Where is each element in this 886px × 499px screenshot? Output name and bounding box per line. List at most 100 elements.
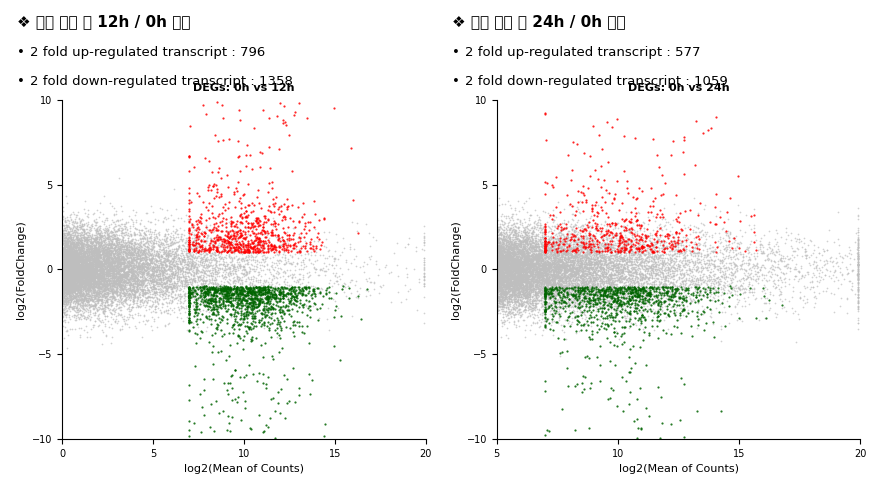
Point xyxy=(56,291,70,299)
Point xyxy=(508,290,522,298)
Point xyxy=(503,257,517,265)
Point xyxy=(86,265,100,273)
Point xyxy=(541,260,556,268)
Point xyxy=(273,305,287,313)
Point xyxy=(98,303,113,311)
Point xyxy=(523,256,537,264)
Point xyxy=(534,229,548,237)
Point xyxy=(539,282,553,290)
Point xyxy=(658,274,672,282)
Point xyxy=(92,256,106,264)
Point xyxy=(86,268,100,276)
Point xyxy=(113,222,127,230)
Point xyxy=(750,246,765,254)
Point xyxy=(516,238,530,246)
Point xyxy=(74,244,88,252)
Point xyxy=(59,240,74,248)
Point xyxy=(59,247,74,254)
Point xyxy=(82,259,96,267)
Point xyxy=(137,266,152,274)
Point xyxy=(64,210,78,218)
Point xyxy=(492,284,506,292)
Point xyxy=(89,227,103,235)
Point xyxy=(514,242,528,250)
Point xyxy=(507,266,521,274)
Point xyxy=(239,302,253,310)
Point xyxy=(214,283,228,291)
Point xyxy=(79,260,93,268)
Point xyxy=(594,310,608,318)
Point xyxy=(506,242,520,250)
Point xyxy=(574,272,588,280)
Point xyxy=(190,275,205,283)
Point xyxy=(129,261,144,269)
Point xyxy=(649,275,664,283)
Point xyxy=(748,277,762,285)
Point xyxy=(65,287,79,295)
Point xyxy=(80,229,94,237)
Point xyxy=(509,274,523,282)
Point xyxy=(71,272,85,280)
Point xyxy=(492,269,506,277)
Point xyxy=(76,311,90,319)
Point xyxy=(525,260,540,268)
Point xyxy=(159,243,173,250)
Point xyxy=(531,239,545,247)
Point xyxy=(502,285,517,293)
Point xyxy=(65,248,79,255)
Point xyxy=(535,261,549,269)
Point xyxy=(222,289,236,297)
Point xyxy=(140,317,154,325)
Point xyxy=(92,265,106,273)
Point xyxy=(307,292,322,300)
Point xyxy=(88,317,102,325)
Point xyxy=(525,285,540,293)
Point xyxy=(251,246,265,254)
Point xyxy=(77,277,91,285)
Point xyxy=(74,272,89,280)
Point xyxy=(58,260,72,268)
Point xyxy=(104,257,118,265)
Point xyxy=(219,227,233,235)
Point xyxy=(58,216,72,224)
Point xyxy=(514,272,528,280)
Point xyxy=(89,282,104,290)
Point xyxy=(664,244,679,252)
Point xyxy=(590,255,604,263)
Point xyxy=(154,264,168,272)
Point xyxy=(81,301,95,309)
Point xyxy=(542,261,556,269)
Point xyxy=(220,287,234,295)
Point xyxy=(194,282,208,290)
Point xyxy=(540,251,554,259)
Point xyxy=(550,250,564,258)
Point xyxy=(584,260,598,268)
Point xyxy=(58,242,73,250)
Point xyxy=(138,263,152,271)
Point xyxy=(236,191,250,199)
Point xyxy=(74,238,88,246)
Point xyxy=(673,227,688,235)
Point xyxy=(206,269,220,277)
Point xyxy=(305,242,319,250)
Point xyxy=(124,242,138,250)
Point xyxy=(551,298,565,306)
Point xyxy=(491,261,505,269)
Point xyxy=(511,288,525,296)
Point xyxy=(115,271,129,279)
Point xyxy=(611,235,626,243)
Point xyxy=(58,234,72,242)
Point xyxy=(252,298,266,306)
Point xyxy=(197,293,211,301)
Point xyxy=(490,252,504,260)
Point xyxy=(574,236,588,244)
Point xyxy=(96,237,110,245)
Point xyxy=(543,278,557,286)
Point xyxy=(57,293,71,301)
Point xyxy=(525,251,539,259)
Point xyxy=(538,265,552,273)
Point xyxy=(74,271,89,279)
Point xyxy=(658,282,672,290)
Point xyxy=(494,274,509,282)
Point xyxy=(525,258,539,266)
